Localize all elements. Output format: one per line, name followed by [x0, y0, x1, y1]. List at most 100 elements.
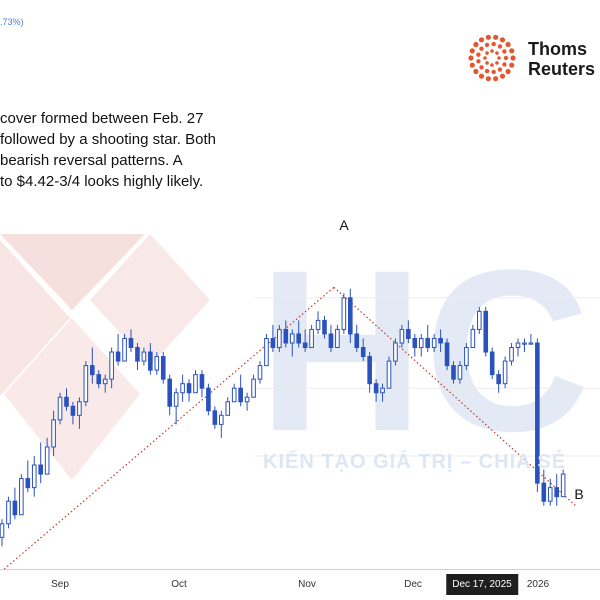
candle — [219, 410, 224, 438]
candle-body-up — [399, 328, 405, 344]
logo-dot — [468, 55, 474, 61]
candle-body-down — [12, 500, 18, 516]
candle-body-down — [354, 333, 360, 349]
watermark-arrow — [0, 234, 145, 310]
logo-dot — [490, 63, 494, 67]
candle-body-down — [167, 378, 172, 407]
candle-body-down — [302, 342, 308, 349]
candle — [560, 469, 566, 498]
candle — [354, 324, 360, 353]
candle-body-down — [160, 356, 166, 380]
candle — [328, 324, 334, 353]
logo-dot — [493, 76, 499, 82]
candle — [186, 379, 192, 402]
candle — [522, 338, 527, 353]
candle-body-up — [341, 297, 347, 330]
candle-body-up — [380, 387, 385, 394]
candle — [547, 478, 553, 506]
logo-dot — [503, 55, 509, 61]
candle — [57, 392, 63, 425]
candle-body-up — [509, 347, 514, 362]
candle-body-up — [102, 378, 108, 385]
candle-body-up — [393, 342, 398, 362]
candle — [289, 329, 295, 357]
candle-body-up — [528, 342, 534, 345]
candle-body-down — [406, 328, 411, 339]
candle — [399, 324, 405, 348]
candle — [173, 388, 179, 425]
reuters-dot-icon — [468, 34, 516, 82]
candle-body-up — [264, 337, 269, 367]
candle-body-down — [135, 347, 140, 362]
logo-dot — [473, 41, 479, 48]
candle-body-down — [496, 374, 501, 385]
candlesticks — [0, 288, 566, 547]
candle-body-down — [70, 405, 76, 416]
logo-dot — [490, 49, 494, 53]
logo-dot — [497, 67, 503, 72]
candle-body-up — [225, 401, 231, 416]
annotation-line: cover formed between Feb. 27 — [0, 110, 204, 127]
logo-dot — [495, 51, 499, 55]
logo-dot — [476, 52, 481, 57]
candle — [238, 374, 243, 407]
logo-dot — [484, 42, 490, 48]
candle-body-up — [44, 446, 50, 475]
candle — [367, 352, 372, 393]
x-axis: Sep Oct Nov Dec Dec 17, 2025 2026 — [0, 569, 600, 600]
candle-body-down — [535, 342, 540, 484]
candle — [257, 361, 263, 384]
candle-body-down — [115, 351, 121, 362]
logo-dot — [485, 34, 491, 40]
candle — [77, 397, 82, 429]
candle — [444, 338, 450, 371]
candle — [502, 356, 508, 389]
watermark-letters: HC — [258, 222, 590, 479]
logo-dot — [493, 34, 499, 40]
logo-dot — [479, 65, 484, 70]
candle-body-up — [109, 351, 114, 380]
candle — [141, 347, 147, 366]
candle — [406, 320, 411, 343]
candle-body-down — [425, 337, 430, 349]
candle-body-up — [180, 383, 185, 394]
candle-body-down — [25, 478, 31, 489]
candle — [412, 333, 418, 357]
candle — [231, 383, 237, 403]
candle-body-down — [328, 333, 334, 349]
candle — [509, 343, 514, 366]
candle — [44, 437, 50, 475]
candle — [528, 333, 534, 345]
candle-body-down — [212, 410, 218, 425]
candle-body-up — [515, 342, 521, 349]
candle-body-up — [464, 347, 469, 367]
candle-body-up — [251, 378, 256, 398]
chart-annotation: cover formed between Feb. 27 followed by… — [0, 108, 300, 192]
candle — [464, 343, 469, 371]
logo-dot — [469, 48, 475, 54]
candle-body-down — [128, 337, 134, 349]
logo-line2: Reuters — [528, 59, 596, 79]
candle-body-down — [38, 464, 44, 475]
candle — [438, 329, 443, 353]
candle — [277, 324, 282, 353]
candle — [386, 356, 392, 389]
annotation-line: bearish reversal patterns. A — [0, 152, 183, 169]
candle-body-down — [322, 319, 327, 335]
candle — [6, 496, 11, 529]
candle — [373, 379, 379, 402]
candle — [122, 333, 127, 362]
candle — [154, 352, 160, 375]
candle-body-up — [431, 337, 437, 349]
candle — [380, 383, 385, 402]
candle — [515, 338, 521, 357]
candle-body-up — [122, 337, 127, 362]
logo-dot — [502, 62, 507, 67]
annotation-line: followed by a shooting star. Both — [0, 131, 216, 148]
candle — [212, 406, 218, 429]
point-label-a: A — [339, 217, 349, 233]
candle-body-up — [547, 487, 553, 502]
candle — [180, 374, 185, 402]
